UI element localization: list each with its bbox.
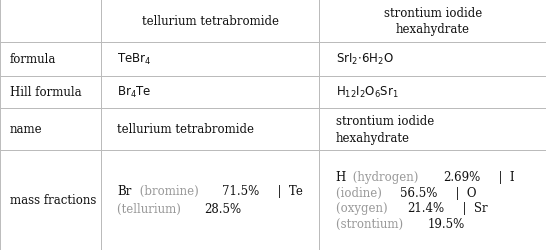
Text: formula: formula [10, 53, 56, 66]
Text: (iodine): (iodine) [336, 186, 385, 199]
Text: |  Sr: | Sr [455, 201, 488, 214]
Text: |  I: | I [491, 170, 515, 183]
Bar [101, 0, 319, 42]
Text: strontium iodide
hexahydrate: strontium iodide hexahydrate [336, 114, 434, 144]
Bar [0, 109, 101, 150]
Text: (bromine): (bromine) [136, 184, 203, 198]
Text: 71.5%: 71.5% [222, 184, 259, 198]
Text: (oxygen): (oxygen) [336, 201, 391, 214]
Text: tellurium tetrabromide: tellurium tetrabromide [142, 15, 278, 28]
Bar [101, 150, 319, 250]
Text: (tellurium): (tellurium) [117, 202, 185, 215]
Bar [101, 109, 319, 150]
Bar [0, 42, 101, 76]
Text: Hill formula: Hill formula [10, 86, 81, 99]
Text: (hydrogen): (hydrogen) [349, 170, 422, 183]
Bar [101, 42, 319, 76]
Bar [319, 109, 546, 150]
Bar [319, 150, 546, 250]
Bar [101, 76, 319, 109]
Text: strontium iodide
hexahydrate: strontium iodide hexahydrate [384, 6, 482, 36]
Text: mass fractions: mass fractions [10, 194, 96, 206]
Text: (strontium): (strontium) [336, 217, 407, 230]
Text: 19.5%: 19.5% [427, 217, 465, 230]
Bar [319, 42, 546, 76]
Text: |  Te: | Te [270, 184, 302, 198]
Bar [0, 76, 101, 109]
Text: Br: Br [117, 184, 132, 198]
Text: 28.5%: 28.5% [205, 202, 242, 215]
Text: $\mathregular{SrI_2{\cdot}6H_2O}$: $\mathregular{SrI_2{\cdot}6H_2O}$ [336, 52, 394, 67]
Bar [319, 0, 546, 42]
Text: $\mathregular{TeBr_4}$: $\mathregular{TeBr_4}$ [117, 52, 152, 67]
Bar [0, 150, 101, 250]
Text: $\mathregular{Br_4Te}$: $\mathregular{Br_4Te}$ [117, 85, 152, 100]
Bar [319, 76, 546, 109]
Bar [0, 0, 101, 42]
Text: H: H [336, 170, 346, 183]
Text: |  O: | O [448, 186, 477, 199]
Text: $\mathregular{H_{12}I_2O_6Sr_1}$: $\mathregular{H_{12}I_2O_6Sr_1}$ [336, 85, 399, 100]
Text: 2.69%: 2.69% [443, 170, 480, 183]
Text: tellurium tetrabromide: tellurium tetrabromide [117, 123, 254, 136]
Text: 56.5%: 56.5% [400, 186, 437, 199]
Text: name: name [10, 123, 43, 136]
Text: 21.4%: 21.4% [407, 201, 444, 214]
